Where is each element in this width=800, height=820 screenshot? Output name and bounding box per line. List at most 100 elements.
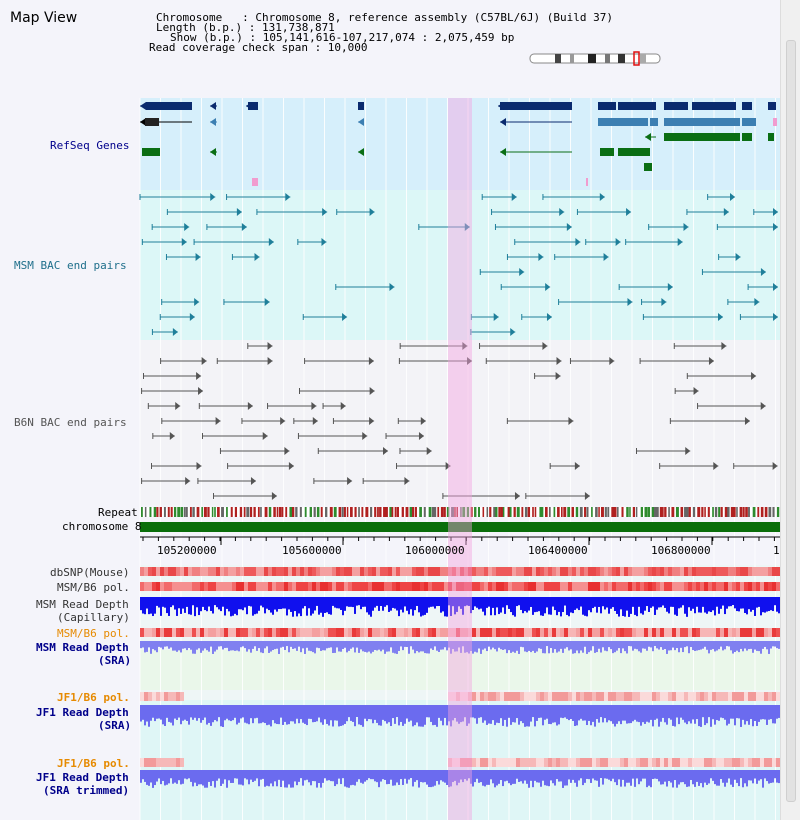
repeat-mark (764, 507, 768, 517)
repeat-mark (346, 507, 349, 517)
depth-bar (480, 641, 482, 654)
depth-bar (214, 641, 216, 652)
track-label-b6n-bac[interactable]: B6N BAC end pairs (14, 416, 127, 429)
depth-bar (606, 597, 608, 608)
depth-bar (660, 641, 662, 648)
heat-cell (312, 582, 316, 591)
repeat-track[interactable] (140, 507, 780, 517)
bac-end (196, 462, 202, 470)
heat-cell (724, 692, 728, 701)
selected-region-highlight[interactable] (448, 98, 472, 820)
track-label-msm-bac[interactable]: MSM BAC end pairs (14, 259, 127, 272)
track-label-msm-b6-pol-2[interactable]: MSM/B6 pol. (57, 627, 130, 640)
depth-bar (686, 597, 688, 617)
depth-bar (214, 770, 216, 788)
depth-bar (698, 641, 700, 651)
repeat-mark (454, 507, 456, 517)
track-label-jf1-b6-pol[interactable]: JF1/B6 pol. (57, 691, 130, 704)
heat-cell (708, 692, 712, 701)
track-label-dbsnp[interactable]: dbSNP(Mouse) (50, 566, 130, 579)
depth-bar (614, 641, 616, 653)
track-label-jf1-b6-pol-2[interactable]: JF1/B6 pol. (57, 757, 130, 770)
bac-end (730, 193, 736, 201)
depth-bar (736, 770, 738, 783)
chromosome-ideogram[interactable] (529, 51, 661, 66)
bac-end (369, 417, 375, 425)
heat-cell (168, 567, 172, 576)
depth-bar (392, 641, 394, 653)
jf1-read-depth-trimmed-track[interactable] (140, 770, 780, 788)
track-label-msm-depth-cap[interactable]: MSM Read Depth (36, 598, 129, 611)
track-label-jf1-depth-sra[interactable]: JF1 Read Depth (36, 706, 129, 719)
chromosome-bar[interactable] (140, 522, 780, 532)
msm-b6-pol-track-2[interactable] (140, 628, 780, 637)
heat-cell (688, 582, 692, 591)
heat-cell (308, 628, 312, 637)
depth-bar (708, 770, 710, 784)
gene-arrow (358, 148, 364, 156)
depth-bar (696, 597, 698, 607)
depth-bar (742, 770, 744, 788)
depth-bar (660, 597, 662, 608)
heat-cell (496, 628, 500, 637)
depth-bar (398, 770, 400, 785)
depth-bar (176, 597, 178, 616)
depth-bar (478, 770, 480, 783)
repeat-mark (295, 507, 298, 517)
heat-cell (552, 692, 556, 701)
b6n-bac-track[interactable] (141, 342, 778, 500)
depth-bar (544, 641, 546, 654)
msm-read-depth-sra-track[interactable] (140, 641, 780, 654)
track-label-jf1-depth-trim[interactable]: JF1 Read Depth (36, 771, 129, 784)
repeat-mark (383, 507, 386, 517)
depth-bar (728, 770, 730, 779)
heat-cell (220, 567, 224, 576)
depth-bar (442, 770, 444, 782)
bac-end (538, 253, 544, 261)
heat-cell (152, 628, 156, 637)
depth-bar (290, 770, 292, 788)
depth-bar (500, 705, 502, 719)
refseq-genes-track[interactable] (140, 102, 777, 186)
track-label-chromosome[interactable]: chromosome 8 (62, 520, 142, 533)
depth-bar (242, 641, 244, 647)
repeat-mark (409, 507, 413, 517)
heat-cell (344, 567, 348, 576)
repeat-mark (385, 507, 388, 517)
msm-bac-track[interactable] (139, 193, 778, 336)
msm-b6-pol-track[interactable] (140, 582, 780, 591)
scrollbar-thumb[interactable] (786, 40, 796, 802)
depth-bar (474, 597, 476, 607)
heat-cell (608, 582, 612, 591)
repeat-mark (772, 507, 775, 517)
jf1-read-depth-sra-track[interactable] (140, 705, 780, 727)
jf1-b6-pol-track-2[interactable] (140, 758, 780, 767)
depth-bar (164, 705, 166, 726)
depth-bar (590, 597, 592, 613)
heat-cell (164, 628, 168, 637)
track-label-msm-depth-sra[interactable]: MSM Read Depth (36, 641, 129, 654)
track-label-repeat[interactable]: Repeat (98, 506, 138, 519)
jf1-b6-pol-track[interactable] (140, 692, 780, 701)
repeat-mark (621, 507, 624, 517)
track-label-refseq[interactable]: RefSeq Genes (50, 139, 130, 152)
vertical-scrollbar[interactable] (780, 0, 800, 820)
depth-bar (402, 705, 404, 726)
depth-bar (386, 705, 388, 724)
depth-bar (762, 705, 764, 720)
heat-cell (176, 692, 180, 701)
heat-cell (328, 582, 332, 591)
repeat-mark (534, 507, 537, 517)
depth-bar (530, 641, 532, 653)
heat-cell (320, 582, 324, 591)
heat-cell (156, 758, 160, 767)
track-label-msm-b6-pol[interactable]: MSM/B6 pol. (57, 581, 130, 594)
repeat-mark (180, 507, 184, 517)
dbsnp-track[interactable] (140, 567, 780, 576)
msm-read-depth-capillary-track[interactable] (140, 597, 780, 617)
heat-cell (324, 582, 328, 591)
heat-cell (244, 567, 248, 576)
heat-cell (444, 567, 448, 576)
bac-end (772, 462, 778, 470)
